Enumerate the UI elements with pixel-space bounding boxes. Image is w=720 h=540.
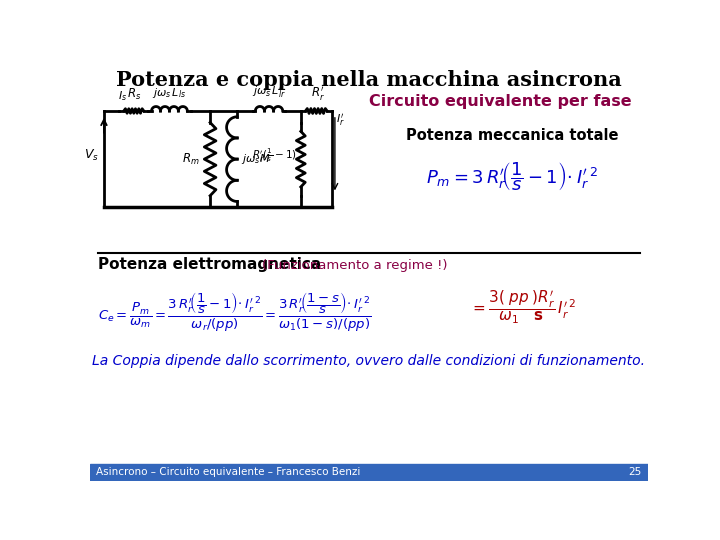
Text: $P_m = 3\,R_r'\!\left(\dfrac{1}{s}-1\right)\!\cdot I_r'^{\,2}$: $P_m = 3\,R_r'\!\left(\dfrac{1}{s}-1\rig… bbox=[426, 160, 598, 193]
Text: $R_m$: $R_m$ bbox=[182, 152, 200, 167]
Text: La Coppia dipende dallo scorrimento, ovvero dalle condizioni di funzionamento.: La Coppia dipende dallo scorrimento, ovv… bbox=[92, 354, 646, 368]
Text: $R_r'(\frac{1}{s}-1)$: $R_r'(\frac{1}{s}-1)$ bbox=[252, 146, 297, 164]
Text: $R_r'$: $R_r'$ bbox=[311, 84, 325, 102]
Text: Potenza e coppia nella macchina asincrona: Potenza e coppia nella macchina asincron… bbox=[116, 70, 622, 90]
Text: (Funzionamento a regime !): (Funzionamento a regime !) bbox=[262, 259, 448, 272]
Text: $I_s$: $I_s$ bbox=[118, 90, 127, 103]
Text: $= \dfrac{3(\;pp\;)R_r'}{\boldsymbol{\omega_1}\quad\mathbf{s}}\,I_r'^{\,2}$: $= \dfrac{3(\;pp\;)R_r'}{\boldsymbol{\om… bbox=[469, 288, 577, 326]
Bar bbox=[90, 464, 648, 481]
Text: Potenza elettromagnetica: Potenza elettromagnetica bbox=[98, 258, 321, 273]
Text: $V_s$: $V_s$ bbox=[84, 148, 99, 163]
Text: $j\omega_s\,L_{lr}'$: $j\omega_s\,L_{lr}'$ bbox=[252, 84, 286, 100]
Text: 25: 25 bbox=[629, 467, 642, 477]
Text: $R_s$: $R_s$ bbox=[127, 86, 141, 102]
Text: Potenza meccanica totale: Potenza meccanica totale bbox=[406, 128, 618, 143]
Text: Circuito equivalente per fase: Circuito equivalente per fase bbox=[369, 94, 632, 109]
Text: $j\omega_s\,L_{ls}$: $j\omega_s\,L_{ls}$ bbox=[153, 86, 186, 100]
Text: $j\omega_s M$: $j\omega_s M$ bbox=[241, 152, 271, 166]
Text: Asincrono – Circuito equivalente – Francesco Benzi: Asincrono – Circuito equivalente – Franc… bbox=[96, 467, 361, 477]
Text: $C_e = \dfrac{P_m}{\omega_m} =\dfrac{3\,R_r'\!\left(\dfrac{1}{s}-1\right)\!\cdot: $C_e = \dfrac{P_m}{\omega_m} =\dfrac{3\,… bbox=[98, 291, 371, 334]
Text: $I_r'$: $I_r'$ bbox=[336, 112, 345, 128]
